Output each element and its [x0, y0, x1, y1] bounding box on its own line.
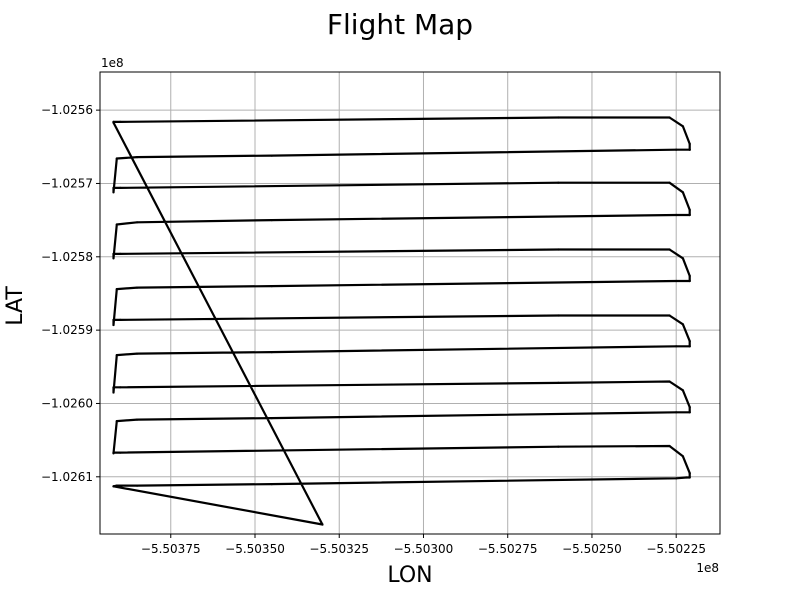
- flight-path-point: [119, 386, 122, 389]
- x-offset-label: 1e8: [696, 561, 719, 575]
- flight-path-point: [270, 351, 273, 354]
- flight-path-point: [112, 391, 115, 394]
- flight-path-point: [136, 221, 139, 224]
- flight-path-point: [115, 484, 118, 487]
- x-tick-label: −5.50300: [394, 542, 454, 556]
- flight-path-point: [688, 148, 691, 151]
- x-axis: −5.50375 −5.50350 −5.50325 −5.50300 −5.50275…: [141, 534, 706, 556]
- flight-path-point: [119, 451, 122, 454]
- y-tick-label: −1.0260: [41, 396, 93, 410]
- x-tick-label: −5.50375: [141, 542, 201, 556]
- flight-path-point: [668, 248, 671, 251]
- flight-path-point: [557, 314, 560, 317]
- flight-path-point: [668, 380, 671, 383]
- flight-path-point: [685, 476, 688, 479]
- x-tick-label: −5.50325: [309, 542, 369, 556]
- flight-path-point: [557, 248, 560, 251]
- flight-path-point: [688, 213, 691, 217]
- flight-path-point: [136, 352, 139, 355]
- flight-path-point: [675, 411, 678, 414]
- flight-path-point: [681, 389, 685, 392]
- flight-path-point: [688, 411, 691, 414]
- flight-path-point: [675, 477, 678, 480]
- y-tick-label: −1.0259: [41, 323, 93, 337]
- flight-path-point: [115, 288, 118, 291]
- flight-path-point: [112, 386, 115, 389]
- flight-path-point: [270, 483, 273, 486]
- flight-path-point: [688, 476, 691, 479]
- flight-path-point: [119, 318, 122, 321]
- grid: [100, 72, 720, 534]
- flight-path-point: [675, 279, 678, 283]
- flight-path-point: [112, 257, 115, 260]
- flight-path-point: [688, 142, 691, 145]
- flight-path-point: [119, 186, 122, 189]
- x-axis-title: LON: [387, 563, 432, 588]
- flight-path-line: [112, 116, 691, 526]
- plot-frame: [99, 71, 721, 535]
- flight-path-point: [557, 116, 560, 119]
- flight-path-point: [270, 417, 273, 420]
- flight-path-point: [668, 314, 671, 317]
- x-tick-label: −5.50225: [646, 542, 706, 556]
- flight-path-point: [668, 116, 671, 119]
- flight-path-point: [681, 125, 685, 128]
- flight-path-point: [112, 186, 115, 189]
- y-tick-label: −1.0256: [41, 103, 93, 117]
- flight-path-point: [668, 181, 671, 184]
- flight-path-point: [688, 208, 691, 211]
- flight-path-point: [675, 213, 678, 217]
- flight-path-point: [675, 345, 678, 348]
- flight-path-point: [136, 286, 139, 289]
- y-tick-label: −1.0261: [41, 470, 93, 484]
- flight-path-point: [112, 191, 115, 194]
- y-axis: −1.0256 −1.0257 −1.0258 −1.0259 −1.0260 −1.02…: [41, 103, 100, 484]
- flight-path-point: [557, 381, 560, 384]
- flight-path-point: [115, 157, 118, 160]
- flight-path-point: [688, 340, 691, 343]
- series-layer: [112, 116, 691, 526]
- x-tick-label: −5.50250: [562, 542, 622, 556]
- flight-path-point: [112, 452, 115, 455]
- flight-path-point: [688, 345, 691, 348]
- flight-path-point: [112, 485, 115, 488]
- flight-path-point: [688, 406, 691, 409]
- flight-path-point: [119, 252, 122, 255]
- flight-path-point: [112, 323, 115, 327]
- flight-path-point: [270, 154, 273, 157]
- x-tick-label: −5.50275: [478, 542, 538, 556]
- flight-path-point: [270, 219, 273, 222]
- flight-path-point: [681, 191, 685, 194]
- flight-path-point: [136, 418, 139, 421]
- flight-path-point: [321, 523, 324, 526]
- flight-path-point: [557, 445, 560, 448]
- flight-path-point: [681, 455, 685, 458]
- flight-path-point: [115, 420, 118, 423]
- flight-path-point: [688, 274, 691, 277]
- flight-path-point: [112, 252, 115, 255]
- flight-path-point: [557, 181, 560, 184]
- flight-path-point: [115, 354, 118, 357]
- y-offset-label: 1e8: [101, 56, 124, 70]
- flight-path-point: [136, 484, 139, 487]
- flight-path-point: [681, 257, 685, 260]
- flight-path-point: [119, 120, 122, 123]
- flight-path-point: [112, 318, 115, 321]
- flight-path-point: [688, 279, 691, 283]
- flight-path-point: [668, 444, 671, 448]
- x-tick-label: −5.50350: [225, 542, 285, 556]
- y-axis-title: LAT: [3, 286, 28, 326]
- flight-path-point: [681, 323, 685, 326]
- flight-path-point: [112, 121, 115, 124]
- flight-path-point: [688, 472, 691, 475]
- flight-path-point: [270, 285, 273, 288]
- flight-path-point: [675, 148, 678, 151]
- y-tick-label: −1.0258: [41, 250, 93, 264]
- y-tick-label: −1.0257: [41, 176, 93, 190]
- flight-path-point: [136, 156, 139, 159]
- chart-title: Flight Map: [327, 8, 473, 41]
- flight-path-point: [115, 223, 118, 226]
